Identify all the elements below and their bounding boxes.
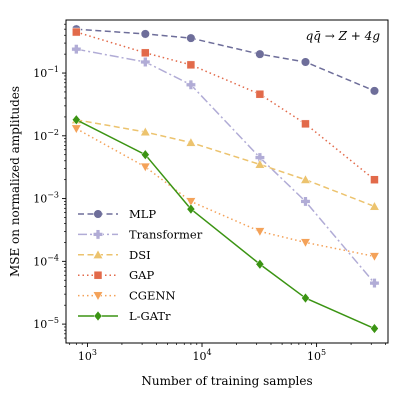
data-point-dsi	[185, 137, 197, 147]
data-point-cgenn	[369, 252, 380, 262]
plot-marks	[71, 24, 380, 334]
legend-item-cgenn: CGENN	[78, 289, 176, 303]
data-point-transformer	[71, 44, 82, 55]
data-point-gap	[186, 60, 196, 70]
legend-label-transformer: Transformer	[129, 227, 203, 241]
series-line-l-gatr	[75, 119, 375, 330]
y-tick-label: 10−4	[33, 253, 59, 268]
data-point-l-gatr	[255, 258, 265, 270]
y-tick-label: 10−1	[33, 65, 59, 80]
series-l-gatr	[72, 114, 379, 334]
series-dsi	[71, 114, 380, 211]
data-point-l-gatr	[72, 114, 81, 126]
series-transformer	[71, 44, 380, 289]
legend-item-l-gatr: L-GATr	[78, 309, 171, 323]
data-point-gap	[141, 48, 150, 58]
data-point-cgenn	[300, 238, 311, 248]
plot-frame	[65, 19, 389, 344]
legend-marker-mlp	[93, 209, 103, 219]
series-gap	[72, 27, 379, 184]
data-point-l-gatr	[370, 323, 379, 334]
data-point-cgenn	[140, 162, 151, 173]
legend-marker-cgenn	[92, 291, 104, 301]
data-point-dsi	[140, 126, 151, 137]
data-point-dsi	[369, 201, 380, 211]
data-point-l-gatr	[186, 203, 196, 215]
data-point-dsi	[300, 174, 311, 184]
y-axis-label: MSE on normalized amplitudes	[8, 86, 22, 277]
data-point-l-gatr	[140, 149, 150, 160]
axis-ticks: 103 104 105 10−5 10−4 10−3 10−2 10−1	[33, 23, 386, 363]
legend-label-mlp: MLP	[129, 207, 156, 221]
data-point-l-gatr	[301, 292, 310, 304]
legend-marker-gap	[93, 270, 103, 280]
data-point-transformer	[300, 196, 311, 207]
data-point-transformer	[369, 278, 380, 289]
legend: MLP Transformer DSI GAP CGENN L-GATr	[78, 207, 203, 323]
series-line-mlp	[76, 28, 375, 92]
data-point-dsi	[254, 159, 266, 169]
data-point-mlp	[369, 86, 380, 96]
data-point-cgenn	[71, 124, 82, 134]
legend-marker-transformer	[93, 229, 103, 240]
y-tick-label: 10−3	[33, 191, 59, 206]
series-mlp	[71, 24, 380, 96]
series-cgenn	[71, 124, 380, 262]
data-point-mlp	[300, 57, 311, 67]
x-tick-label: 105	[307, 348, 326, 363]
y-tick-label: 10−5	[33, 316, 59, 331]
data-point-cgenn	[185, 197, 197, 207]
process-annotation: qq̄ → Z + 4g	[306, 29, 381, 43]
data-point-mlp	[186, 33, 196, 43]
legend-item-mlp: MLP	[78, 207, 156, 221]
legend-item-dsi: DSI	[78, 248, 151, 262]
y-tick-label: 10−2	[33, 128, 59, 143]
data-point-gap	[255, 89, 265, 99]
legend-label-cgenn: CGENN	[129, 289, 176, 303]
data-point-cgenn	[254, 227, 266, 237]
legend-marker-dsi	[92, 249, 104, 259]
data-point-mlp	[255, 49, 265, 59]
data-point-transformer	[254, 152, 265, 163]
series-line-transformer	[76, 48, 376, 284]
x-axis-label: Number of training samples	[141, 374, 312, 388]
legend-item-gap: GAP	[78, 268, 154, 282]
legend-label-gap: GAP	[129, 268, 154, 282]
data-point-transformer	[185, 79, 196, 90]
legend-marker-l-gatr	[93, 310, 103, 322]
x-tick-label: 104	[192, 348, 211, 363]
x-tick-label: 103	[78, 348, 97, 363]
data-point-gap	[72, 27, 81, 37]
legend-item-transformer: Transformer	[78, 227, 203, 241]
series-line-dsi	[76, 119, 375, 208]
data-point-mlp	[140, 29, 150, 39]
series-line-gap	[76, 31, 375, 181]
data-point-gap	[301, 119, 310, 129]
data-point-transformer	[140, 57, 151, 67]
data-point-gap	[370, 175, 379, 184]
legend-label-dsi: DSI	[129, 248, 151, 262]
legend-label-l-gatr: L-GATr	[129, 309, 171, 323]
